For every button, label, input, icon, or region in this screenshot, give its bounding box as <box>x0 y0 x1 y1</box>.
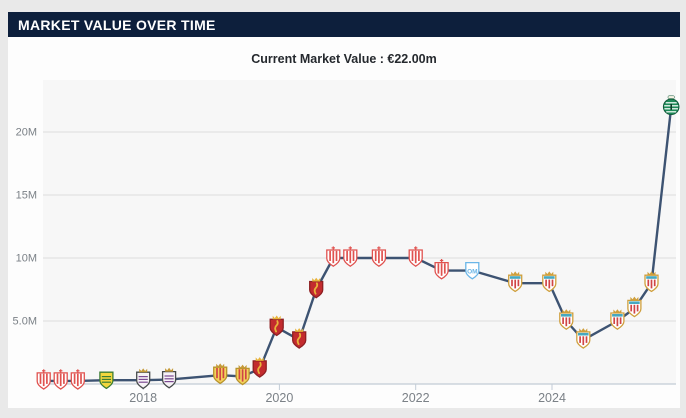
market-value-chart-svg: 5.0M 10M 15M 20M 2018 2020 2022 2024 OM <box>13 80 680 402</box>
real-zaragoza-crest-icon[interactable] <box>252 357 267 378</box>
granada-cf-crest-icon[interactable] <box>408 246 423 267</box>
ud-almeria-crest-icon[interactable] <box>559 309 574 330</box>
y-axis-label: 10M <box>16 253 37 265</box>
market-value-chart[interactable]: 5.0M 10M 15M 20M 2018 2020 2022 2024 OM <box>8 78 680 402</box>
x-axis-label: 2022 <box>402 391 430 402</box>
ud-almeria-crest-icon[interactable] <box>508 271 523 293</box>
leones-fc-crest-icon[interactable] <box>99 371 114 390</box>
y-axis-label: 15M <box>16 190 37 202</box>
card-header: MARKET VALUE OVER TIME <box>8 12 680 37</box>
y-axis-label: 20M <box>16 127 37 139</box>
real-zaragoza-crest-icon[interactable] <box>309 277 324 299</box>
card-title: MARKET VALUE OVER TIME <box>18 16 216 33</box>
gimnastic-tarragona-crest-icon[interactable] <box>235 364 250 386</box>
granada-cf-crest-icon[interactable] <box>371 246 387 267</box>
ud-almeria-crest-icon[interactable] <box>627 296 642 318</box>
granada-cf-crest-icon[interactable] <box>70 369 85 390</box>
ud-almeria-crest-icon[interactable] <box>542 271 557 293</box>
real-valladolid-crest-icon[interactable] <box>161 367 177 389</box>
granada-cf-crest-icon[interactable] <box>434 259 449 280</box>
x-axis-label: 2020 <box>265 391 293 402</box>
y-axis-label: 5.0M <box>13 316 37 328</box>
ud-almeria-crest-icon[interactable] <box>610 309 625 330</box>
real-zaragoza-crest-icon[interactable] <box>292 328 307 349</box>
current-market-value-label: Current Market Value : <box>251 52 384 66</box>
granada-cf-crest-icon[interactable] <box>326 246 341 267</box>
sporting-cp-crest-icon[interactable] <box>662 95 680 116</box>
svg-text:OM: OM <box>467 269 477 276</box>
granada-cf-crest-icon[interactable] <box>343 246 358 267</box>
real-valladolid-crest-icon[interactable] <box>136 368 151 390</box>
ud-almeria-crest-icon[interactable] <box>576 328 591 349</box>
market-value-card: MARKET VALUE OVER TIME Current Market Va… <box>8 12 680 408</box>
x-axis-label: 2018 <box>129 391 157 402</box>
x-axis-label: 2024 <box>538 391 566 402</box>
plot-area <box>43 80 676 384</box>
current-market-value: Current Market Value : €22.00m <box>8 52 680 66</box>
olympique-marseille-crest-icon[interactable]: OM <box>465 261 480 280</box>
current-market-value-amount: €22.00m <box>387 52 437 66</box>
granada-cf-crest-icon[interactable] <box>36 369 51 390</box>
gimnastic-tarragona-crest-icon[interactable] <box>213 363 228 385</box>
granada-cf-crest-icon[interactable] <box>53 369 68 390</box>
real-zaragoza-crest-icon[interactable] <box>269 315 284 337</box>
ud-almeria-crest-icon[interactable] <box>644 271 659 293</box>
